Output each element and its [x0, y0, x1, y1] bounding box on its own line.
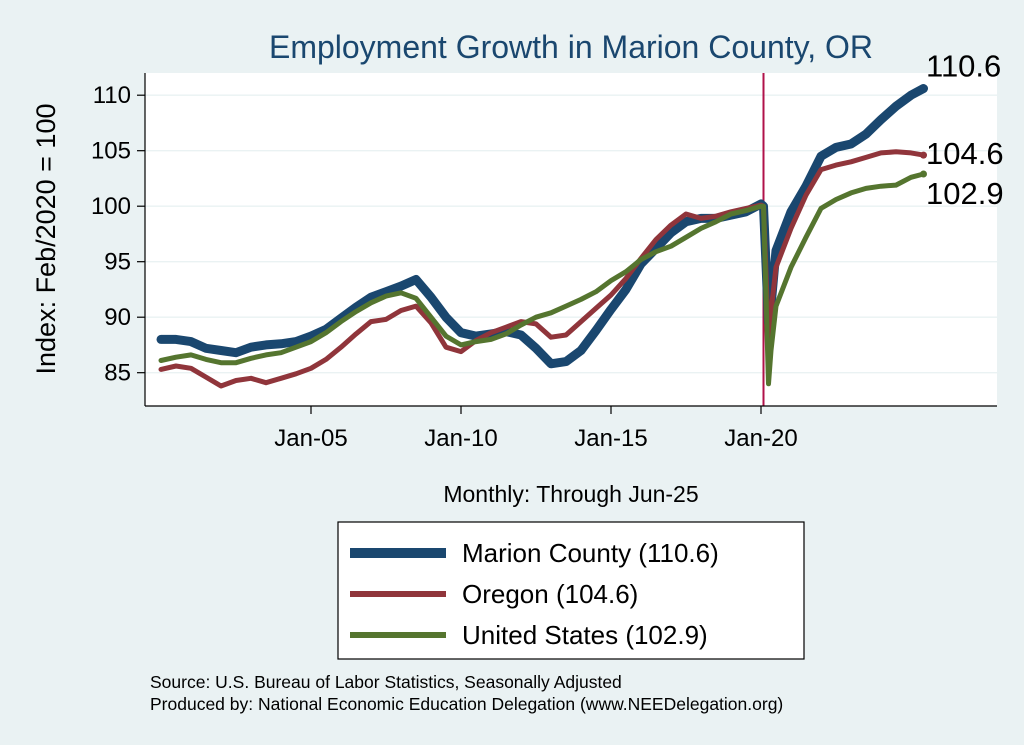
legend: Marion County (110.6) Oregon (104.6) Unite… — [337, 521, 805, 660]
x-tick-label: Jan-05 — [274, 425, 347, 452]
end-value-label: 104.6 — [926, 136, 1004, 171]
produced-by-note: Produced by: National Economic Education… — [150, 694, 783, 714]
series-end-point — [920, 151, 927, 159]
end-value-label: 110.6 — [926, 49, 1001, 84]
source-note: Source: U.S. Bureau of Labor Statistics,… — [150, 672, 622, 692]
y-tick-label: 95 — [104, 249, 131, 276]
y-tick-label: 90 — [104, 304, 131, 331]
series-line-2 — [158, 171, 926, 387]
axis-layer — [137, 73, 997, 414]
legend-label: Oregon (104.6) — [462, 579, 638, 609]
y-tick-label: 110 — [93, 82, 131, 109]
legend-label: United States (102.9) — [462, 620, 708, 650]
y-tick-label: 105 — [91, 138, 131, 165]
y-tick-label: 100 — [91, 193, 131, 220]
series-line-0 — [156, 84, 928, 369]
x-tick-label: Jan-20 — [724, 425, 797, 452]
series-end-point — [920, 85, 927, 93]
grid-lines — [145, 94, 997, 374]
x-tick-label: Jan-10 — [424, 425, 497, 452]
series-line-1 — [158, 149, 926, 389]
series-end-point — [920, 170, 927, 178]
y-tick-label: 85 — [104, 360, 131, 387]
y-axis-label: Index: Feb/2020 = 100 — [31, 104, 61, 375]
x-axis-label: Monthly: Through Jun-25 — [443, 481, 698, 507]
x-tick-label: Jan-15 — [574, 425, 647, 452]
legend-label: Marion County (110.6) — [462, 538, 719, 568]
label-layer: 85 90 95 100 105 110 Jan-05 Jan-10 Jan-15 Jan-20 1… — [91, 49, 1004, 452]
end-value-label: 102.9 — [926, 176, 1004, 211]
series-layer — [156, 84, 928, 389]
chart-title: Employment Growth in Marion County, OR — [269, 29, 873, 65]
